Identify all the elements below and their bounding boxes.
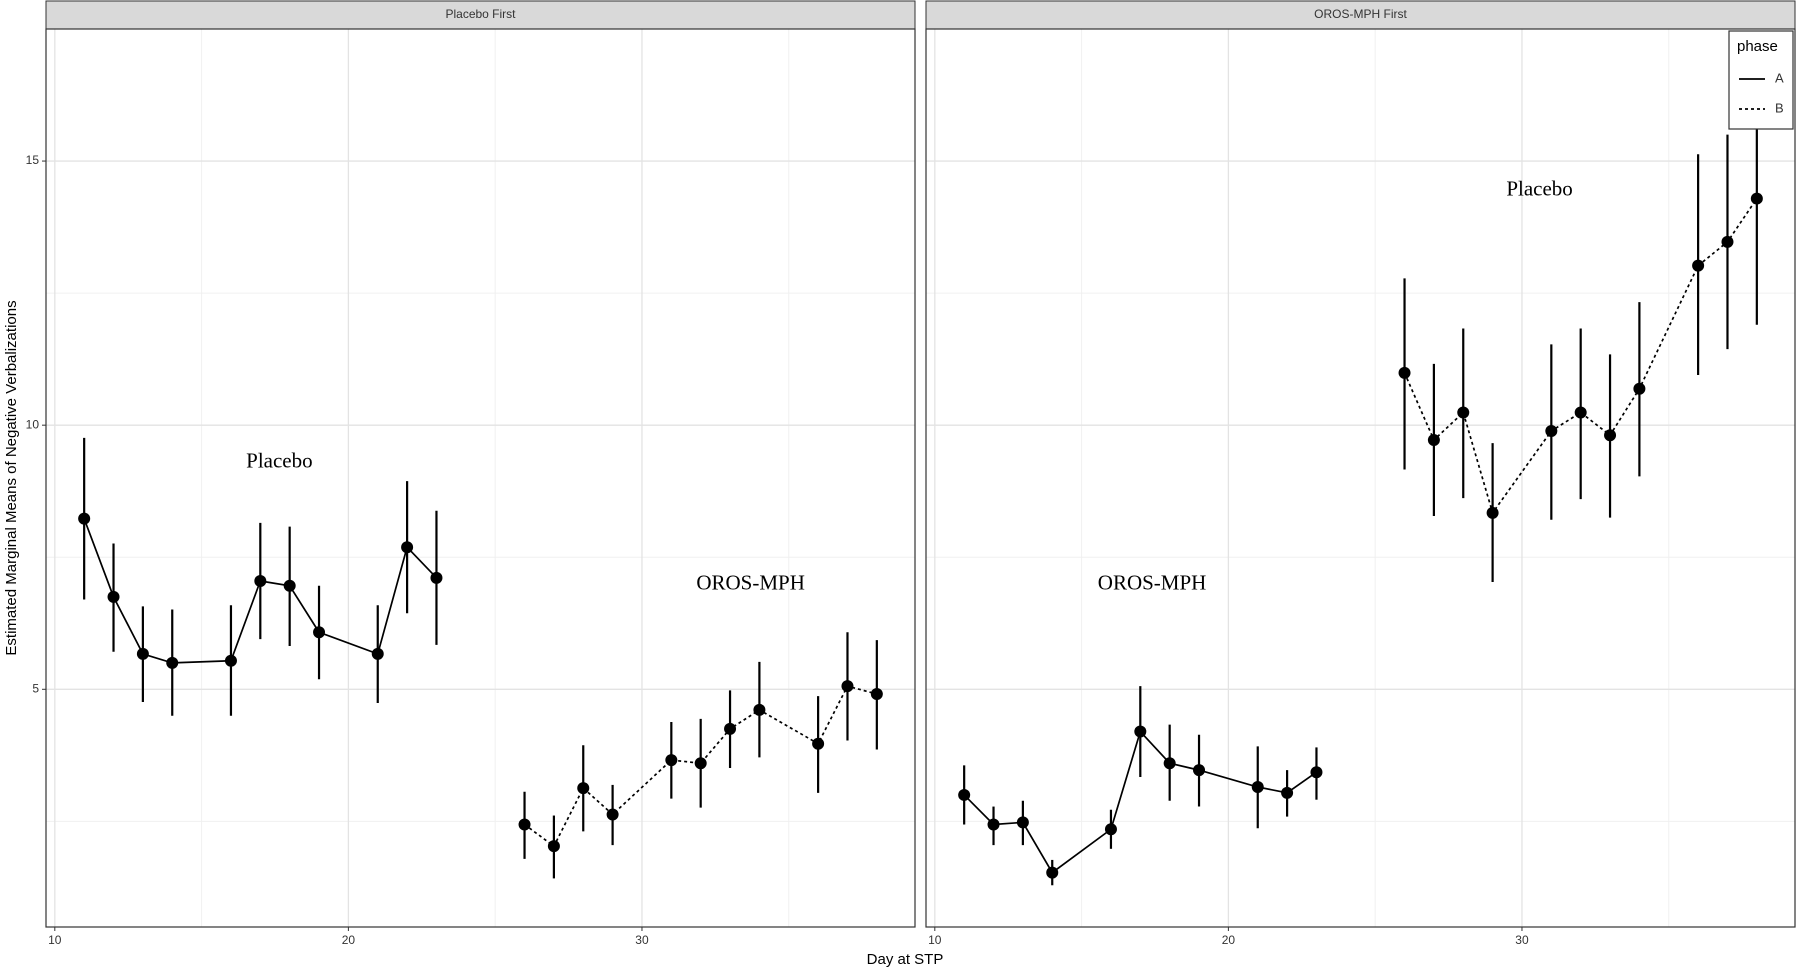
- point: [166, 656, 179, 669]
- legend-box: [1728, 30, 1794, 130]
- point: [812, 737, 825, 750]
- y-tick-label: 5: [32, 681, 39, 695]
- point: [577, 782, 590, 795]
- x-tick-label: 30: [635, 933, 649, 947]
- point: [1486, 506, 1499, 519]
- panel-title: OROS-MPH First: [1314, 7, 1407, 21]
- point: [313, 626, 326, 639]
- panel-title: Placebo First: [445, 7, 516, 21]
- point: [1604, 429, 1617, 442]
- point: [1721, 235, 1734, 248]
- legend-label: A: [1775, 70, 1784, 85]
- point: [1427, 433, 1440, 446]
- point: [518, 818, 531, 831]
- x-tick-label: 10: [48, 933, 62, 947]
- point: [430, 571, 443, 584]
- point: [753, 703, 766, 716]
- point: [1750, 192, 1763, 205]
- annotation: Placebo: [246, 448, 312, 472]
- point: [1574, 406, 1587, 419]
- y-tick-label: 10: [26, 417, 40, 431]
- point: [401, 541, 414, 554]
- y-axis-title: Estimated Marginal Means of Negative Ver…: [3, 300, 20, 655]
- strip: [45, 0, 916, 30]
- point: [694, 757, 707, 770]
- point: [1692, 259, 1705, 272]
- point: [1104, 823, 1117, 836]
- annotation: OROS-MPH: [696, 571, 805, 595]
- point: [1281, 786, 1294, 799]
- point: [1310, 766, 1323, 779]
- point: [724, 722, 737, 735]
- x-tick-label: 20: [342, 933, 356, 947]
- legend-label: B: [1775, 100, 1784, 115]
- strip: [925, 0, 1796, 30]
- point: [254, 575, 267, 588]
- series-line: [524, 685, 878, 848]
- series-line: [1403, 198, 1758, 515]
- y-tick-label: 15: [26, 153, 40, 167]
- annotation: OROS-MPH: [1098, 571, 1207, 595]
- point: [547, 840, 560, 853]
- point: [136, 647, 149, 660]
- point: [1545, 424, 1558, 437]
- point: [1163, 757, 1176, 770]
- point: [1457, 406, 1470, 419]
- legend-title: phase: [1737, 38, 1778, 55]
- panel-background: [926, 29, 1795, 927]
- point: [958, 788, 971, 801]
- annotation: Placebo: [1506, 176, 1572, 200]
- panel-background: [46, 29, 915, 927]
- x-tick-label: 20: [1222, 933, 1236, 947]
- point: [1251, 781, 1264, 794]
- point: [78, 512, 91, 525]
- point: [1016, 816, 1029, 829]
- point: [1193, 764, 1206, 777]
- panel-border: [925, 28, 1796, 928]
- panel-border: [45, 28, 916, 928]
- point: [1398, 366, 1411, 379]
- x-tick-label: 30: [1515, 933, 1529, 947]
- point: [1046, 866, 1059, 879]
- point: [1134, 725, 1147, 738]
- point: [606, 808, 619, 821]
- point: [1633, 382, 1646, 395]
- x-tick-label: 10: [928, 933, 942, 947]
- point: [665, 754, 678, 767]
- point: [371, 647, 384, 660]
- point: [107, 590, 120, 603]
- point: [987, 818, 1000, 831]
- point: [870, 688, 883, 701]
- point: [224, 654, 237, 667]
- point: [283, 579, 296, 592]
- x-axis-title: Day at STP: [867, 951, 944, 968]
- point: [841, 680, 854, 693]
